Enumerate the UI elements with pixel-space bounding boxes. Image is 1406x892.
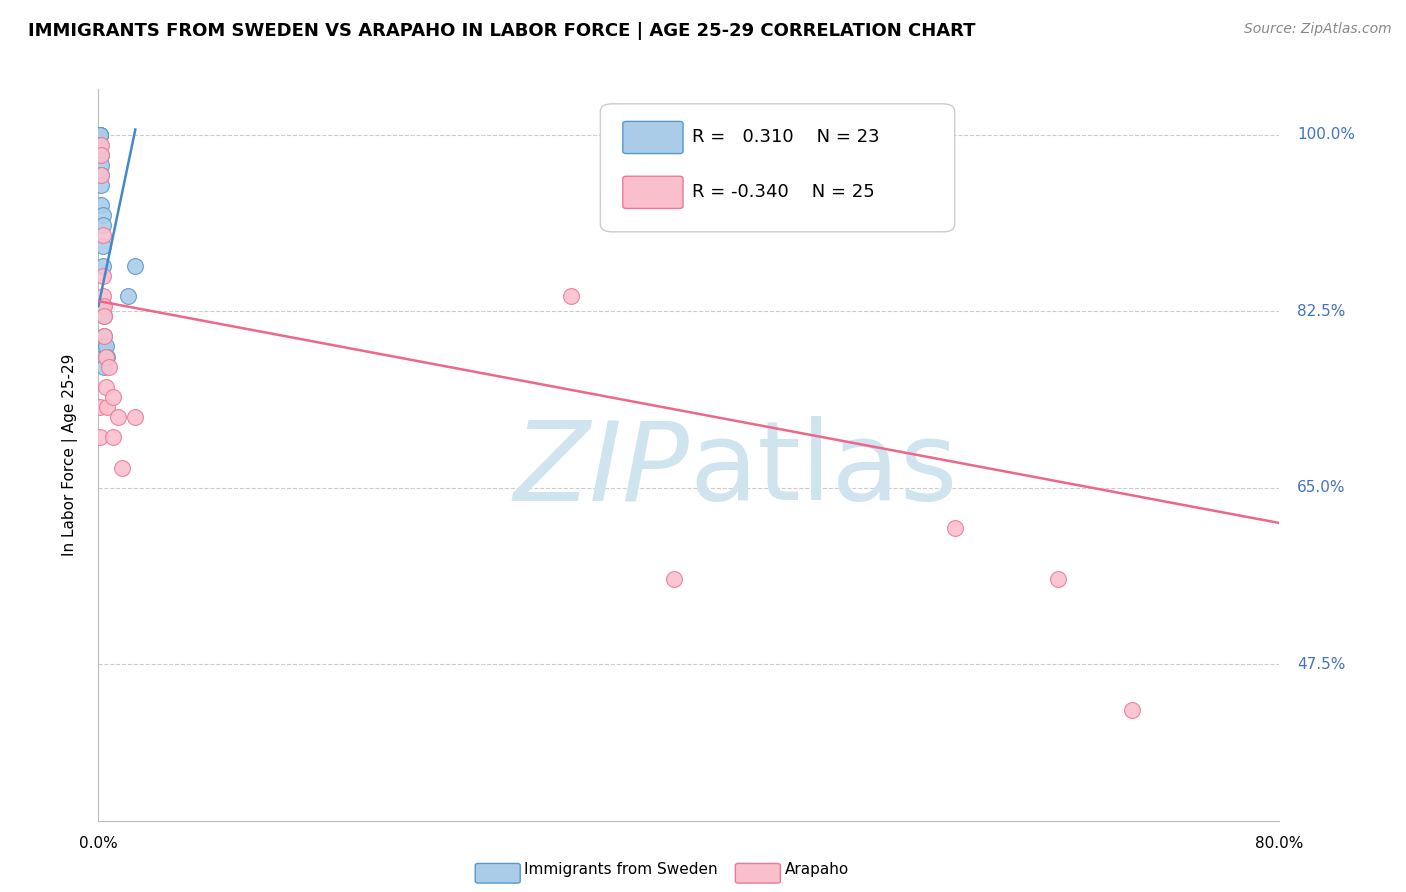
- Text: Arapaho: Arapaho: [785, 863, 849, 877]
- Point: [1121, 703, 1143, 717]
- Point: [91, 238, 114, 252]
- Point: [103, 390, 125, 404]
- Text: ZIP: ZIP: [513, 416, 689, 523]
- Point: [91, 289, 114, 303]
- FancyBboxPatch shape: [600, 103, 955, 232]
- Text: 0.0%: 0.0%: [79, 836, 118, 851]
- Point: [124, 259, 146, 273]
- Point: [93, 299, 115, 313]
- Point: [91, 219, 114, 233]
- Point: [91, 228, 114, 243]
- Point: [89, 128, 111, 142]
- Point: [89, 430, 111, 444]
- Point: [90, 168, 112, 182]
- Point: [560, 289, 582, 303]
- Point: [90, 148, 112, 162]
- Point: [89, 137, 111, 152]
- Point: [90, 178, 112, 192]
- Point: [89, 128, 111, 142]
- Point: [89, 128, 111, 142]
- Point: [93, 329, 115, 343]
- Point: [94, 339, 117, 353]
- Point: [117, 289, 139, 303]
- Point: [93, 359, 115, 374]
- Point: [90, 168, 112, 182]
- Point: [90, 198, 112, 212]
- Point: [943, 521, 966, 535]
- Point: [664, 572, 686, 586]
- FancyBboxPatch shape: [623, 177, 683, 209]
- Text: 80.0%: 80.0%: [1256, 836, 1303, 851]
- Point: [91, 299, 114, 313]
- Text: 82.5%: 82.5%: [1298, 303, 1346, 318]
- Point: [90, 148, 112, 162]
- Point: [103, 430, 125, 444]
- Point: [93, 339, 115, 353]
- Text: 65.0%: 65.0%: [1298, 480, 1346, 495]
- Point: [124, 410, 146, 425]
- Point: [91, 259, 114, 273]
- Point: [111, 460, 134, 475]
- Point: [93, 309, 115, 323]
- Point: [91, 268, 114, 283]
- Point: [96, 400, 118, 414]
- Point: [91, 208, 114, 222]
- Point: [96, 350, 118, 364]
- Point: [89, 400, 111, 414]
- Text: Source: ZipAtlas.com: Source: ZipAtlas.com: [1244, 22, 1392, 37]
- Text: 100.0%: 100.0%: [1298, 127, 1355, 142]
- Point: [97, 359, 120, 374]
- Point: [107, 410, 129, 425]
- Text: atlas: atlas: [689, 416, 957, 523]
- Point: [93, 309, 115, 323]
- Point: [94, 350, 117, 364]
- Point: [94, 380, 117, 394]
- Text: Immigrants from Sweden: Immigrants from Sweden: [524, 863, 718, 877]
- Y-axis label: In Labor Force | Age 25-29: In Labor Force | Age 25-29: [62, 354, 77, 556]
- Point: [89, 128, 111, 142]
- Point: [90, 158, 112, 172]
- Point: [1046, 572, 1069, 586]
- Text: R =   0.310    N = 23: R = 0.310 N = 23: [693, 128, 880, 146]
- Point: [93, 329, 115, 343]
- Point: [90, 137, 112, 152]
- FancyBboxPatch shape: [623, 121, 683, 153]
- Text: R = -0.340    N = 25: R = -0.340 N = 25: [693, 184, 875, 202]
- Text: IMMIGRANTS FROM SWEDEN VS ARAPAHO IN LABOR FORCE | AGE 25-29 CORRELATION CHART: IMMIGRANTS FROM SWEDEN VS ARAPAHO IN LAB…: [28, 22, 976, 40]
- Text: 47.5%: 47.5%: [1298, 657, 1346, 672]
